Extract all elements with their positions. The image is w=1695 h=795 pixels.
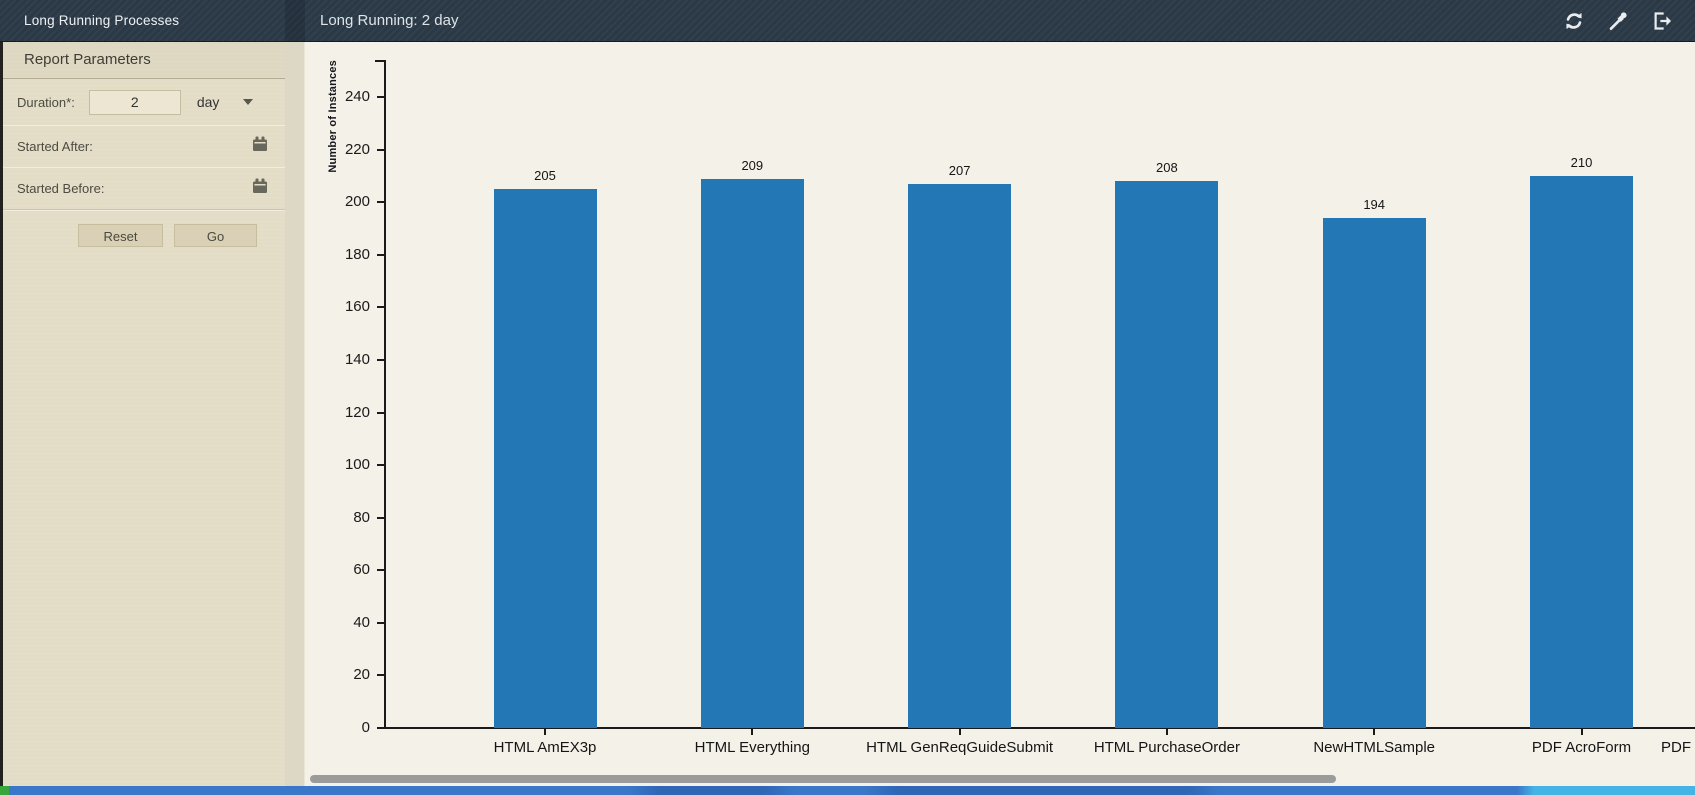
- horizontal-scrollbar-thumb[interactable]: [310, 775, 1336, 783]
- x-category-label: PDF AcroForm: [1531, 739, 1632, 756]
- y-tick: [377, 516, 384, 519]
- calendar-icon: [251, 135, 269, 158]
- go-button[interactable]: Go: [174, 224, 257, 247]
- y-tick-label: 80: [353, 508, 370, 526]
- duration-unit-value: day: [196, 94, 220, 110]
- y-tick: [377, 621, 384, 624]
- duration-unit-dropdown[interactable]: day: [197, 94, 254, 110]
- y-axis: [384, 60, 386, 728]
- refresh-icon: [1563, 10, 1585, 32]
- y-tick-label: 60: [353, 561, 370, 579]
- y-tick: [377, 569, 384, 572]
- panel-divider: [285, 42, 305, 786]
- chart-bar: [493, 189, 597, 728]
- y-tick: [377, 96, 384, 98]
- eyedropper-button[interactable]: [1605, 8, 1631, 34]
- bar-chart: 0 20 40 60 80 100 120 140 160 180 200 220 240 205 HTML…: [305, 42, 1695, 786]
- y-tick-label: 20: [353, 666, 370, 684]
- taskbar-strip: [0, 786, 1695, 795]
- y-tick: [377, 306, 384, 309]
- y-axis-end-cap: [375, 60, 384, 62]
- started-after-row: Started After:: [3, 125, 285, 168]
- y-tick: [377, 674, 384, 677]
- duration-label: Duration*:: [17, 94, 75, 110]
- reset-button[interactable]: Reset: [78, 224, 163, 247]
- started-after-date-picker[interactable]: [250, 135, 270, 158]
- x-category-label: NewHTMLSample: [1313, 739, 1436, 756]
- page-title: Long Running: 2 day: [320, 12, 459, 29]
- x-category-label: HTML Everything: [694, 739, 810, 756]
- bar-value-label: 209: [741, 157, 764, 173]
- y-tick-label: 200: [344, 193, 370, 211]
- started-before-row: Started Before:: [3, 167, 285, 210]
- x-tick: [1373, 729, 1376, 735]
- started-after-label: Started After:: [17, 139, 93, 154]
- panel-title: Report Parameters: [3, 42, 285, 79]
- y-tick: [377, 358, 384, 361]
- duration-row: Duration*: day: [3, 79, 285, 126]
- y-tick-label: 100: [344, 456, 370, 474]
- bar-value-label: 207: [948, 162, 971, 178]
- x-tick: [1165, 729, 1168, 735]
- chart-pane: Number of Instances 0 20 40 60 80 100 120 140 16…: [305, 42, 1695, 786]
- bar-value-label: 210: [1570, 154, 1593, 170]
- titlebar: Long Running Processes Long Running: 2 d…: [0, 0, 1695, 42]
- eyedropper-icon: [1607, 10, 1629, 32]
- x-category-label: HTML AmEX3p: [493, 739, 597, 756]
- y-tick-label: 0: [361, 719, 370, 736]
- y-tick: [377, 464, 384, 467]
- x-tick: [544, 729, 546, 735]
- logout-icon: [1651, 10, 1673, 32]
- y-tick: [377, 148, 384, 151]
- chart-bar: [700, 178, 804, 728]
- titlebar-divider: [285, 0, 305, 41]
- x-category-label: HTML GenReqGuideSubmit: [866, 739, 1054, 756]
- y-tick: [377, 253, 384, 256]
- y-tick-label: 140: [344, 350, 370, 368]
- bar-value-label: 205: [534, 168, 556, 184]
- x-category-label: PDF: [1661, 739, 1691, 756]
- y-tick-label: 180: [344, 245, 370, 263]
- y-tick-label: 160: [344, 298, 370, 316]
- logout-button[interactable]: [1649, 8, 1675, 34]
- x-category-label: HTML PurchaseOrder: [1093, 739, 1240, 756]
- calendar-icon: [251, 177, 269, 200]
- duration-input[interactable]: [88, 89, 181, 115]
- chart-bar: [1115, 181, 1219, 728]
- titlebar-actions: [1561, 8, 1695, 34]
- chart-bar: [1322, 217, 1426, 728]
- x-axis: [384, 727, 1695, 729]
- chart-bar: [1530, 175, 1633, 728]
- y-tick: [377, 411, 384, 414]
- x-tick: [1580, 729, 1583, 735]
- y-tick-label: 220: [344, 140, 370, 158]
- started-before-label: Started Before:: [17, 181, 105, 196]
- y-tick-label: 240: [344, 88, 370, 105]
- started-before-date-picker[interactable]: [250, 177, 270, 200]
- y-tick-label: 120: [344, 403, 370, 421]
- bar-value-label: 208: [1156, 160, 1178, 176]
- chevron-down-icon: [243, 99, 254, 105]
- bar-value-label: 194: [1363, 196, 1386, 212]
- report-parameters-panel: Report Parameters Duration*: day Started…: [0, 42, 285, 786]
- refresh-button[interactable]: [1561, 8, 1587, 34]
- y-tick-label: 40: [353, 613, 370, 631]
- x-tick: [751, 729, 754, 735]
- chart-bar: [908, 183, 1012, 728]
- horizontal-scrollbar[interactable]: [305, 774, 1695, 784]
- sidebar-title: Long Running Processes: [24, 13, 180, 28]
- x-tick: [958, 729, 961, 735]
- y-tick: [377, 201, 384, 204]
- y-tick: [377, 727, 384, 729]
- main-titlebar: Long Running: 2 day: [305, 0, 1695, 41]
- form-actions: Reset Go: [3, 210, 285, 247]
- sidebar-titlebar: Long Running Processes: [0, 0, 285, 41]
